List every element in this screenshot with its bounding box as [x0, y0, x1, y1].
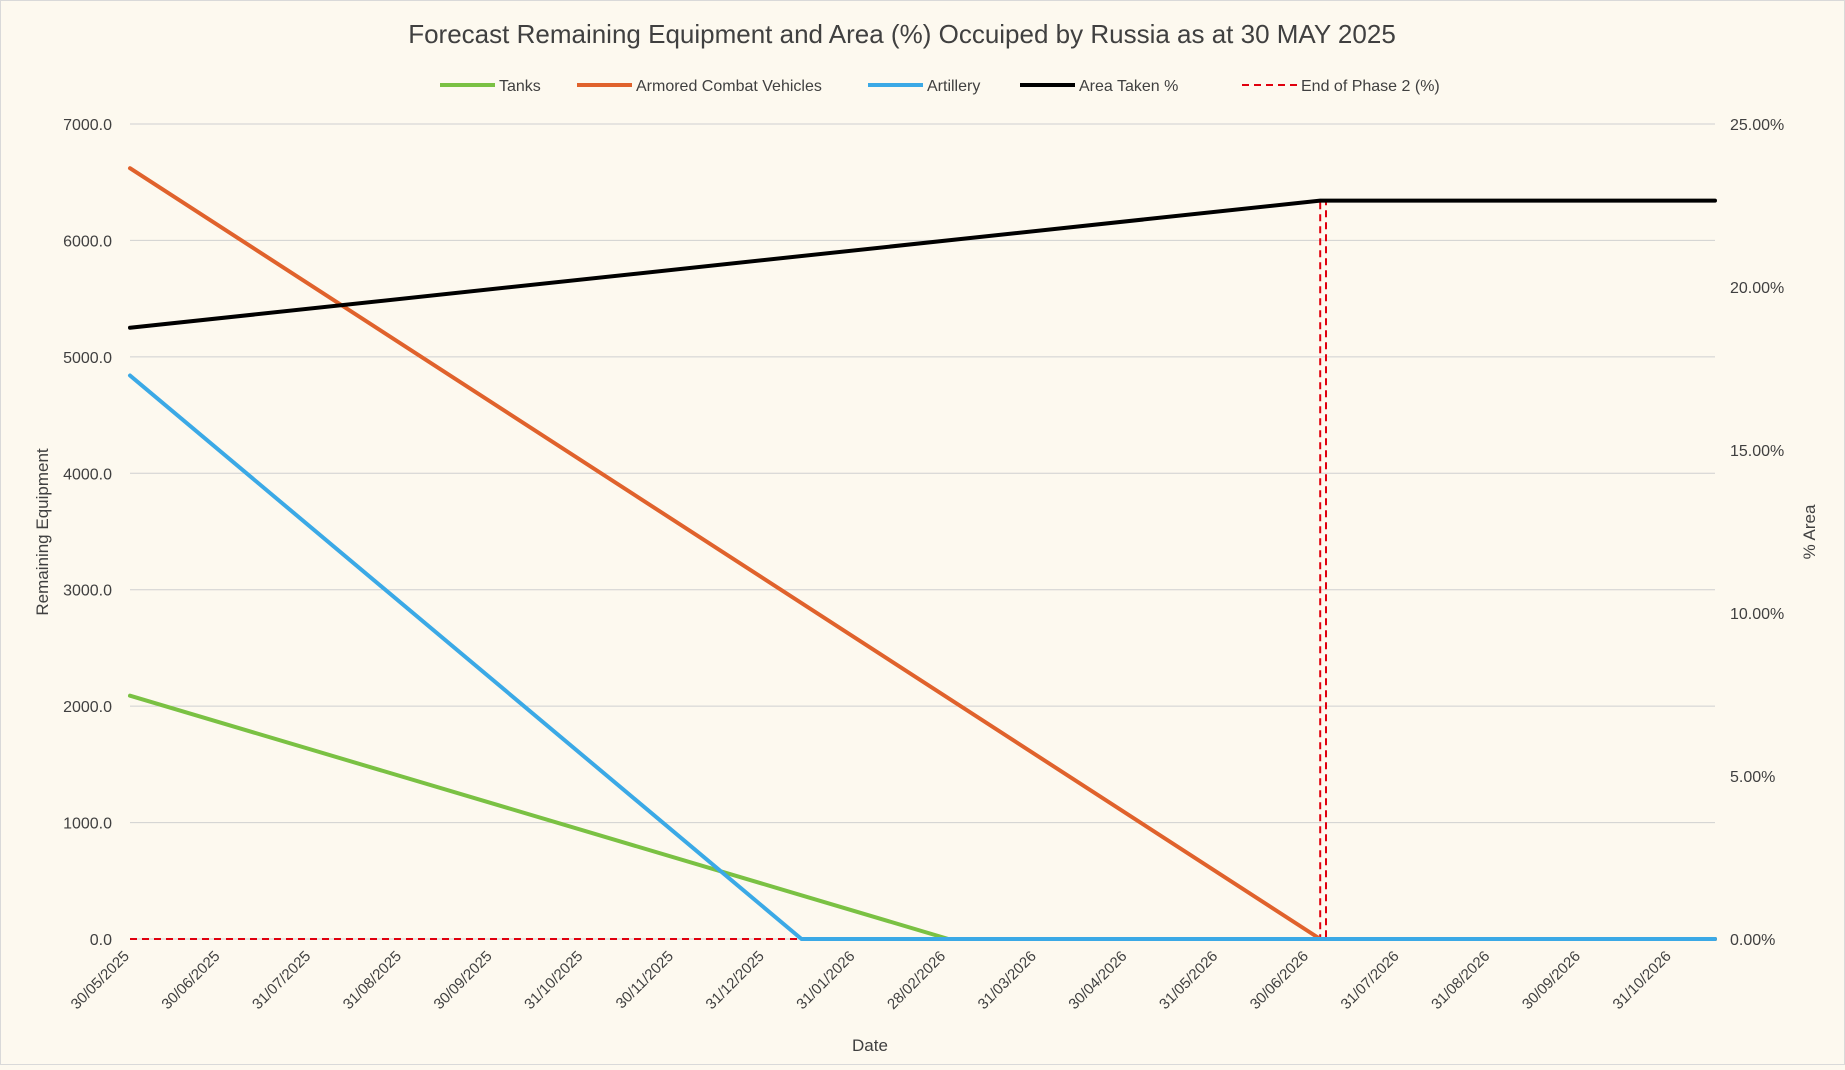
y2-tick-label: 20.00% — [1730, 280, 1784, 297]
legend-label: Armored Combat Vehicles — [636, 78, 822, 95]
y2-tick-label: 0.00% — [1730, 932, 1775, 949]
y2-tick-label: 10.00% — [1730, 606, 1784, 623]
y-tick-label: 0.0 — [90, 932, 112, 949]
legend-label: End of Phase 2 (%) — [1301, 78, 1440, 95]
y-axis-right-ticks: 0.00% 5.00% 10.00% 15.00% 20.00% 25.00% — [1730, 117, 1784, 949]
series-line-artillery — [128, 373, 1717, 941]
series-layer — [128, 166, 1717, 941]
chart-title: Forecast Remaining Equipment and Area (%… — [408, 19, 1396, 49]
y2-tick-label: 25.00% — [1730, 117, 1784, 134]
y-tick-label: 4000.0 — [63, 466, 112, 483]
series-line-area-taken — [128, 198, 1717, 330]
y-tick-label: 1000.0 — [63, 816, 112, 833]
y-axis-left-title: Remaining Equipment — [33, 448, 52, 616]
y-tick-label: 7000.0 — [63, 117, 112, 134]
y-axis-left-ticks: 0.0 1000.0 2000.0 3000.0 4000.0 5000.0 6000.0 7… — [63, 117, 112, 949]
y-tick-label: 5000.0 — [63, 350, 112, 367]
x-axis-title: Date — [852, 1036, 888, 1055]
y-tick-label: 3000.0 — [63, 583, 112, 600]
y2-tick-label: 5.00% — [1730, 769, 1775, 786]
y-tick-label: 2000.0 — [63, 699, 112, 716]
y-tick-label: 6000.0 — [63, 233, 112, 250]
legend-label: Tanks — [499, 78, 541, 95]
legend-label: Area Taken % — [1079, 78, 1178, 95]
legend-label: Artillery — [927, 78, 980, 95]
y2-tick-label: 15.00% — [1730, 443, 1784, 460]
y-axis-right-title: % Area — [1800, 504, 1819, 559]
legend: Tanks Armored Combat Vehicles Artillery Are… — [440, 78, 1440, 95]
